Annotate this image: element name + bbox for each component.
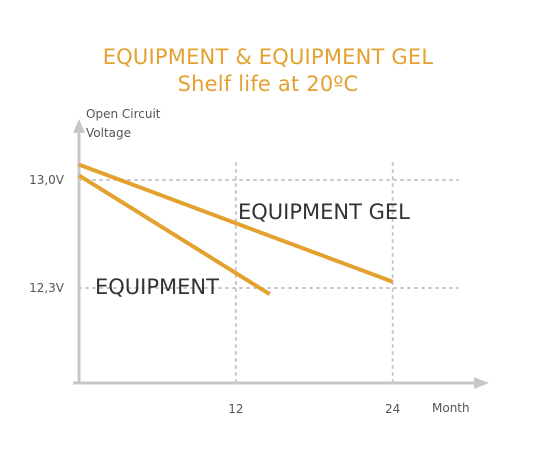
chart-subtitle: Shelf life at 20ºC [177,72,359,96]
x-axis-label: Month [432,401,470,415]
series-layer [77,162,394,296]
grid-layer [78,162,459,384]
series-line [78,162,394,284]
series-label: EQUIPMENT GEL [238,200,410,224]
label-layer: 13,0V 12,3V 12 24 Open Circuit Voltage Month EQ… [29,107,470,416]
x-axis-arrow-icon [474,377,489,389]
series-label: EQUIPMENT [95,275,219,299]
y-axis-label: Voltage [86,126,131,140]
x-tick-label: 12 [228,402,243,416]
series-line [77,173,271,296]
chart-title: EQUIPMENT & EQUIPMENT GEL [102,45,434,69]
y-tick-label: 12,3V [29,281,65,295]
axis-layer [73,119,489,389]
y-axis-label: Open Circuit [86,107,161,121]
y-axis-arrow-icon [73,119,85,133]
y-tick-label: 13,0V [29,173,65,187]
x-tick-label: 24 [385,402,400,416]
